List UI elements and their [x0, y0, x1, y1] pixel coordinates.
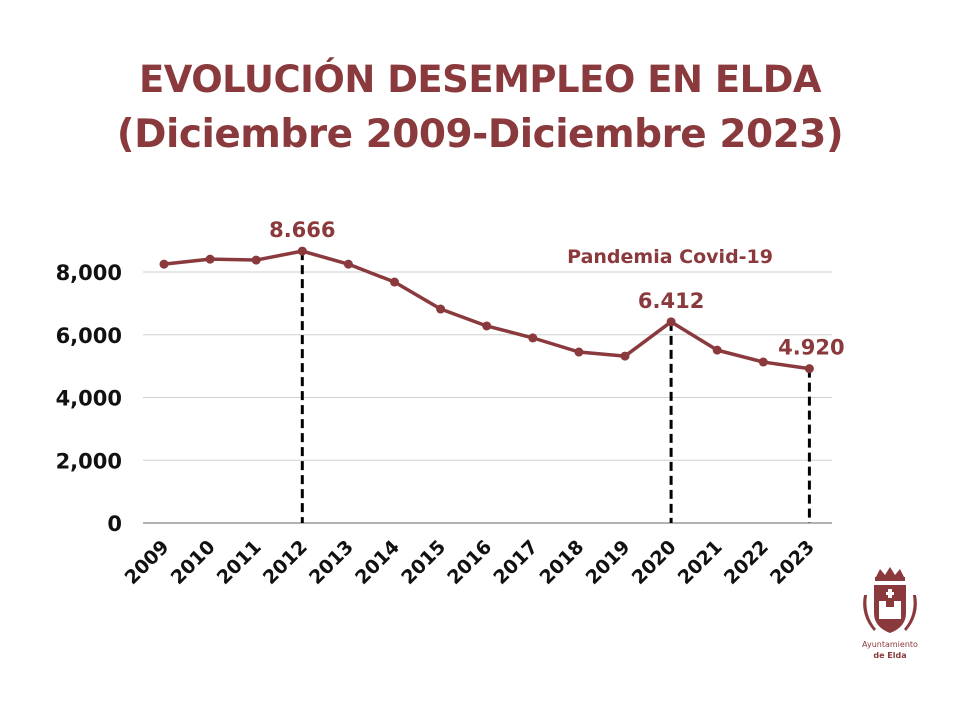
data-label: 6.412: [638, 289, 704, 313]
data-point: [390, 277, 399, 287]
data-label: 4.920: [778, 336, 844, 360]
data-point: [574, 347, 584, 357]
x-tick-label: 2023: [766, 536, 819, 589]
data-point: [251, 255, 261, 265]
x-tick-label: 2016: [443, 536, 496, 589]
data-point: [804, 364, 814, 374]
x-tick-label: 2010: [167, 536, 220, 589]
x-tick-label: 2021: [674, 536, 727, 589]
chart-title-line2: (Diciembre 2009-Diciembre 2023): [116, 112, 844, 157]
x-tick-label: 2012: [259, 536, 312, 589]
data-point: [528, 333, 538, 343]
data-point: [343, 259, 353, 269]
data-label: 8.666: [269, 218, 335, 242]
x-tick-label: 2017: [489, 536, 542, 589]
data-point: [620, 351, 630, 361]
series-line: [163, 249, 810, 371]
data-point: [159, 259, 169, 269]
x-tick-label: 2019: [582, 536, 635, 589]
y-tick-label: 2,000: [56, 449, 122, 473]
data-point: [482, 321, 492, 331]
x-tick-label: 2015: [397, 536, 450, 589]
x-tick-label: 2022: [720, 536, 773, 589]
x-tick-label: 2018: [535, 536, 588, 589]
logo-text-line2: de Elda: [873, 651, 907, 660]
chart-title-line1: EVOLUCIÓN DESEMPLEO EN ELDA: [138, 58, 822, 101]
ayuntamiento-elda-logo: [863, 567, 917, 633]
annotation-label: Pandemia Covid-19: [567, 246, 773, 268]
x-tick-label: 2009: [121, 536, 174, 589]
data-point: [666, 317, 676, 327]
data-point: [436, 304, 446, 314]
data-point: [712, 345, 722, 355]
y-tick-label: 4,000: [56, 387, 122, 411]
data-point: [297, 246, 307, 256]
logo-text-line1: Ayuntamiento: [862, 640, 918, 649]
x-tick-label: 2020: [628, 536, 681, 589]
data-point: [758, 357, 768, 367]
y-tick-label: 8,000: [56, 261, 122, 285]
x-tick-label: 2014: [351, 536, 404, 589]
y-tick-label: 0: [107, 512, 122, 536]
x-tick-label: 2011: [213, 536, 266, 589]
x-tick-label: 2013: [305, 536, 358, 589]
y-tick-label: 6,000: [56, 324, 122, 348]
data-point: [205, 254, 215, 264]
